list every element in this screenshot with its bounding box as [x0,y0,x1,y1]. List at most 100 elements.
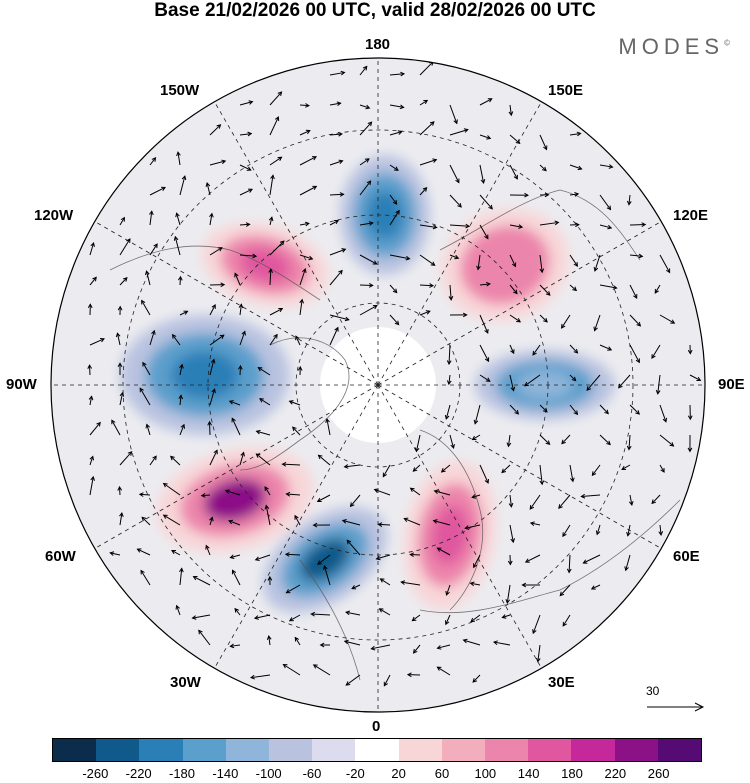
wind-vector-head [229,643,235,649]
wind-vector-head [127,451,133,456]
wind-vector-head [505,599,511,604]
wind-vector [477,254,481,270]
wind-vector-head [604,409,609,415]
wind-vector-head [446,360,452,366]
wind-vector-head [192,575,198,581]
colorbar-swatch [269,739,313,761]
wind-vector [479,283,490,286]
wind-vector-head [395,209,400,215]
wind-vector [380,578,391,586]
wind-vector [89,396,93,406]
wind-vector-head [471,494,477,499]
wind-vector [581,494,601,498]
wind-vector-head [216,124,222,129]
wind-vector [209,359,215,376]
wind-vector [329,248,346,256]
wind-vector-head [660,468,665,473]
wind-vector-head [338,269,343,275]
wind-vector-head [288,400,294,405]
colorbar-tick-label: 60 [434,766,450,781]
wind-vector [256,430,271,436]
wind-vector [586,374,601,391]
wind-vector [116,333,121,346]
wind-vector [239,331,246,346]
wind-vector [110,552,121,556]
wind-vector [659,524,662,535]
wind-vector [344,640,361,646]
wind-vector-head [90,242,95,248]
wind-vector [359,66,368,76]
wind-vector-head [249,674,255,680]
wind-vector-head [87,364,93,369]
wind-vector [209,450,218,466]
wind-vector-head [511,262,517,268]
colorbar-swatch [398,739,442,761]
wind-vector [192,614,211,619]
wind-vector [449,194,462,208]
wind-vector-head [462,638,468,644]
wind-vector [474,404,481,424]
wind-vector-head [317,560,322,565]
wind-vector-head [274,116,280,122]
wind-vector [463,639,481,646]
wind-vector-head [373,488,379,493]
wind-vector-head [288,617,294,622]
wind-vector-head [414,447,420,453]
wind-vector [419,254,436,266]
wind-vector-head [312,185,318,190]
wind-vector-head [486,135,492,140]
wind-vector-head [607,224,613,230]
colorbar-swatch [139,739,183,761]
wind-vector-head [636,321,642,327]
wind-vector [351,584,361,590]
wind-vector-head [626,531,631,537]
wind-vector-head [638,253,644,259]
wind-vector-head [436,547,442,552]
wind-vector-head [365,104,371,110]
wind-vector [171,550,181,556]
wind-vector-head [343,639,349,645]
wind-vector-head [392,288,398,294]
wind-vector [441,464,451,473]
wind-vector-head [429,121,435,126]
wind-vector [292,426,301,436]
wind-vector [629,344,640,363]
meridian [212,99,379,386]
colorbar-swatch [485,739,529,761]
wind-vector [206,182,211,196]
wind-vector-head [362,65,368,71]
wind-vector [569,404,578,415]
wind-vector [389,314,400,325]
wind-vector [629,404,640,415]
wind-vector-head [267,575,273,581]
wind-vector-head [577,165,583,171]
wind-vector-head [366,180,372,186]
wind-vector-head [210,358,216,364]
wind-vector [179,568,183,586]
wind-vector [89,242,95,256]
wind-vector-head [532,350,537,356]
wind-vector-head [484,478,489,484]
wind-vector-head [229,554,235,560]
wind-vector-head [220,282,226,288]
wind-vector-head [259,398,264,403]
wind-vector [448,344,451,365]
wind-vector [389,73,405,76]
wind-vector [289,614,301,622]
wind-vector [269,308,283,316]
wind-vector [449,104,458,124]
wind-vector [628,434,631,450]
wind-vector-head [169,455,175,461]
wind-vector-head [485,377,491,382]
wind-vector-head [340,70,346,76]
wind-vector [311,613,331,616]
wind-vector [509,374,515,391]
wind-vector [89,422,101,436]
wind-vector [146,270,151,286]
wind-vector [539,134,548,150]
wind-vector-head [510,349,515,355]
wind-vector-head [217,247,223,252]
wind-vector [379,608,391,616]
wind-vector [437,547,451,556]
wind-vector-head [351,585,357,590]
